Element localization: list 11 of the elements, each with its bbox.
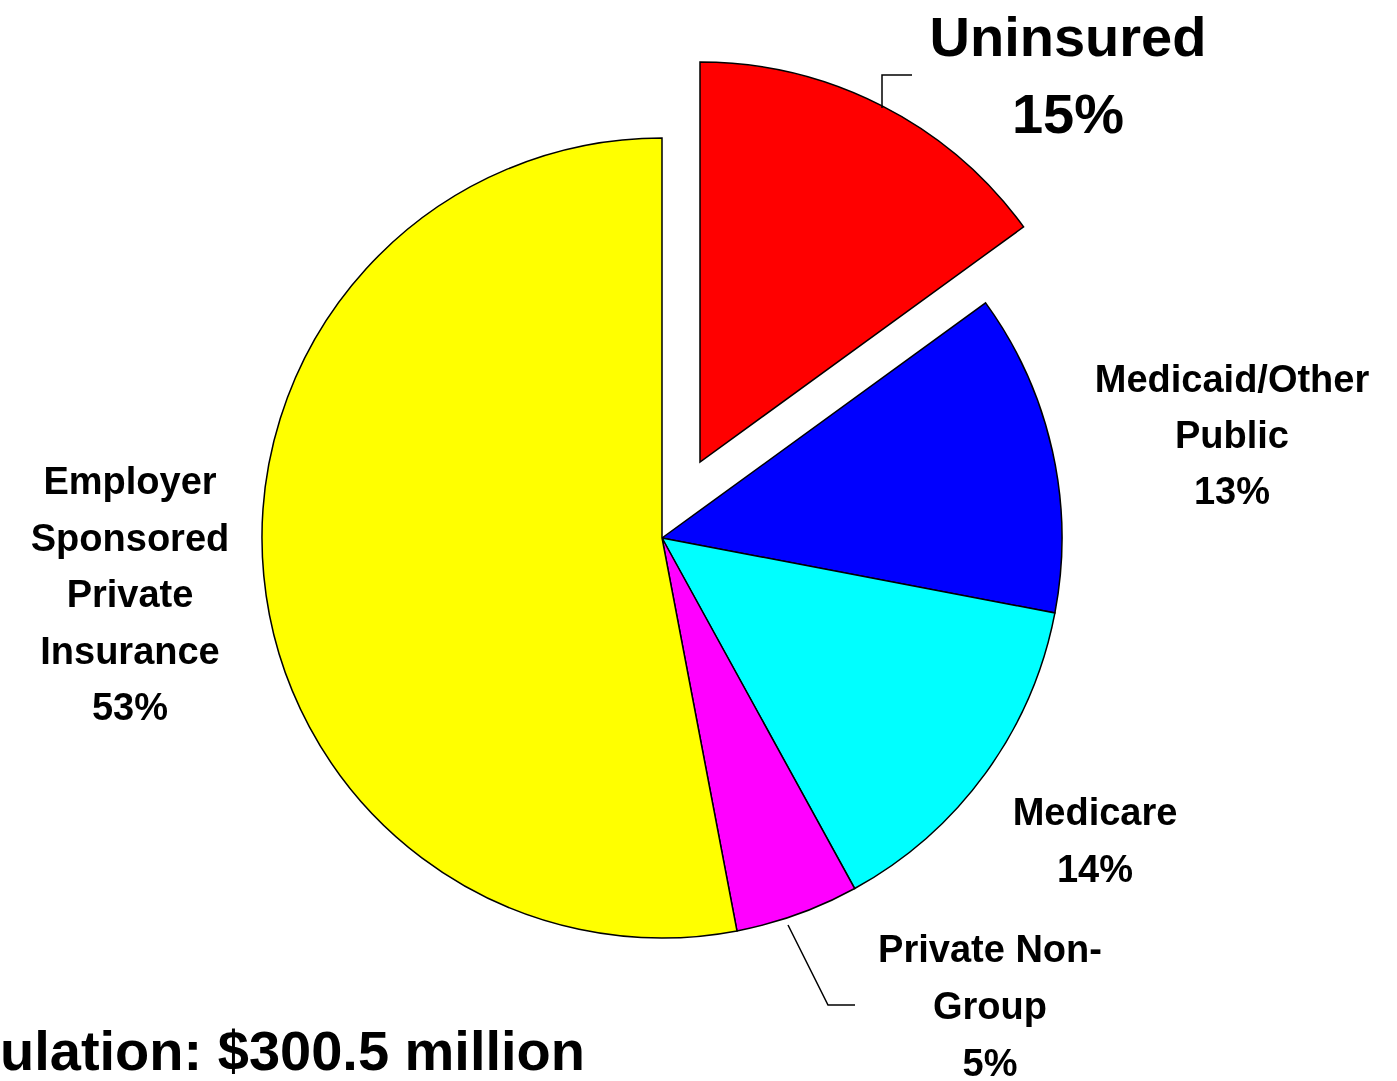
slice-label: Medicare xyxy=(1012,791,1178,833)
data-label: 15% xyxy=(1011,82,1125,145)
slice-label: Private Non-Group xyxy=(878,928,1102,1027)
slice-label: Employer Sponsored Private Insurance xyxy=(30,460,230,672)
slice-label: Uninsured xyxy=(929,5,1207,68)
text: ulation: $300.5 million xyxy=(0,1019,586,1081)
data-label: 14% xyxy=(1056,848,1134,890)
data-label: 5% xyxy=(962,1042,1018,1081)
data-label: 53% xyxy=(91,686,169,728)
slice-label: Medicaid/Other Public xyxy=(1094,358,1370,456)
data-label: 13% xyxy=(1193,470,1271,512)
